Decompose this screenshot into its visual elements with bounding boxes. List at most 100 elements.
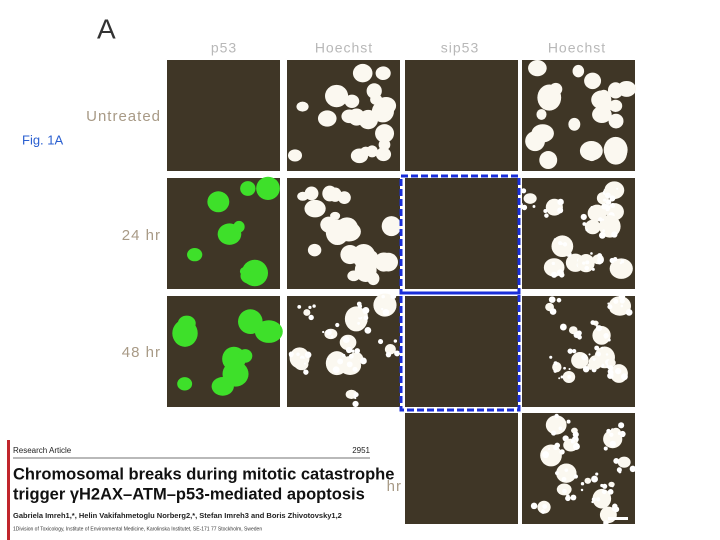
paper-page: 2951 — [352, 446, 370, 455]
fragment — [598, 231, 606, 239]
fragment — [629, 465, 637, 473]
micrograph — [405, 296, 518, 407]
fragment — [303, 362, 307, 365]
nucleus — [376, 96, 397, 115]
fragment — [548, 448, 551, 451]
fragment — [559, 323, 567, 331]
fragment — [356, 301, 362, 307]
fragment — [580, 213, 587, 221]
fragment — [554, 442, 561, 449]
fragment — [332, 366, 340, 374]
fragment — [557, 198, 564, 206]
nucleus — [384, 344, 396, 355]
nucleus — [551, 235, 574, 258]
nucleus — [375, 66, 391, 81]
fragment — [584, 265, 590, 271]
fragment — [532, 504, 538, 509]
fragment — [557, 207, 564, 214]
fragment — [600, 346, 604, 350]
paper-title: trigger γH2AX–ATM–p53-mediated apoptosis — [13, 485, 365, 503]
nucleus — [587, 204, 607, 222]
fragment — [378, 339, 384, 345]
fragment — [551, 430, 557, 436]
fragment — [572, 349, 577, 354]
micrograph — [405, 413, 518, 524]
fragment — [595, 497, 601, 502]
fragment — [590, 320, 596, 325]
nucleus — [584, 219, 601, 235]
fragment — [609, 195, 616, 202]
nucleus — [233, 220, 245, 233]
column-header: Hoechst — [548, 40, 606, 56]
nucleus — [222, 361, 249, 387]
fragment — [590, 205, 593, 209]
fragment — [382, 309, 390, 316]
fragment — [607, 302, 610, 305]
fragment — [553, 361, 558, 366]
fragment — [595, 325, 603, 332]
fragment — [385, 351, 392, 358]
fragment — [581, 354, 588, 361]
nucleus — [240, 181, 256, 196]
fragment — [322, 330, 325, 334]
fragment — [540, 509, 546, 514]
nucleus — [537, 84, 562, 111]
fragment — [573, 331, 580, 339]
micrograph-grid — [167, 60, 637, 526]
fragment — [335, 322, 340, 328]
nucleus — [317, 110, 337, 127]
fragment — [605, 353, 609, 356]
nucleus — [381, 216, 402, 237]
row-label: 24 hr — [122, 227, 161, 244]
nucleus — [603, 136, 628, 163]
nucleus — [592, 326, 611, 345]
nucleus — [187, 248, 203, 262]
fragment — [562, 242, 568, 247]
scale-bar — [608, 517, 628, 520]
nucleus — [335, 217, 359, 239]
nucleus — [536, 109, 547, 120]
nucleus — [528, 60, 547, 77]
fragment — [606, 428, 611, 434]
panel-letter: A — [97, 13, 116, 44]
fragment — [604, 192, 611, 199]
fragment — [582, 222, 587, 226]
fragment — [572, 431, 579, 438]
fragment — [352, 400, 359, 408]
fragment — [625, 308, 633, 316]
nucleus — [572, 64, 585, 78]
nucleus — [588, 355, 603, 370]
fragment — [613, 298, 619, 304]
nucleus — [241, 259, 269, 287]
fragment — [591, 475, 598, 483]
fragment — [619, 298, 625, 304]
fragment — [551, 298, 556, 302]
fragment — [363, 315, 369, 321]
nucleus — [556, 463, 577, 483]
nucleus — [304, 199, 326, 218]
fragment — [364, 327, 372, 334]
nucleus — [531, 124, 554, 143]
fragment — [390, 293, 397, 300]
fragment — [296, 352, 300, 356]
nucleus — [303, 309, 311, 316]
fragment — [603, 520, 609, 526]
fragment — [585, 228, 589, 232]
fragment — [605, 199, 612, 206]
nucleus — [326, 87, 342, 102]
fragment — [521, 188, 527, 194]
nucleus — [375, 147, 392, 162]
nucleus — [354, 309, 364, 318]
nucleus — [238, 349, 253, 363]
nucleus — [366, 145, 378, 158]
micrograph — [167, 60, 280, 171]
fragment — [567, 348, 573, 354]
fragment — [337, 358, 344, 365]
nucleus — [592, 488, 612, 509]
fragment — [557, 269, 564, 277]
fragment — [308, 314, 314, 321]
fragment — [304, 351, 312, 359]
fragment — [354, 348, 361, 354]
fragment — [542, 451, 550, 459]
nucleus — [177, 377, 193, 391]
